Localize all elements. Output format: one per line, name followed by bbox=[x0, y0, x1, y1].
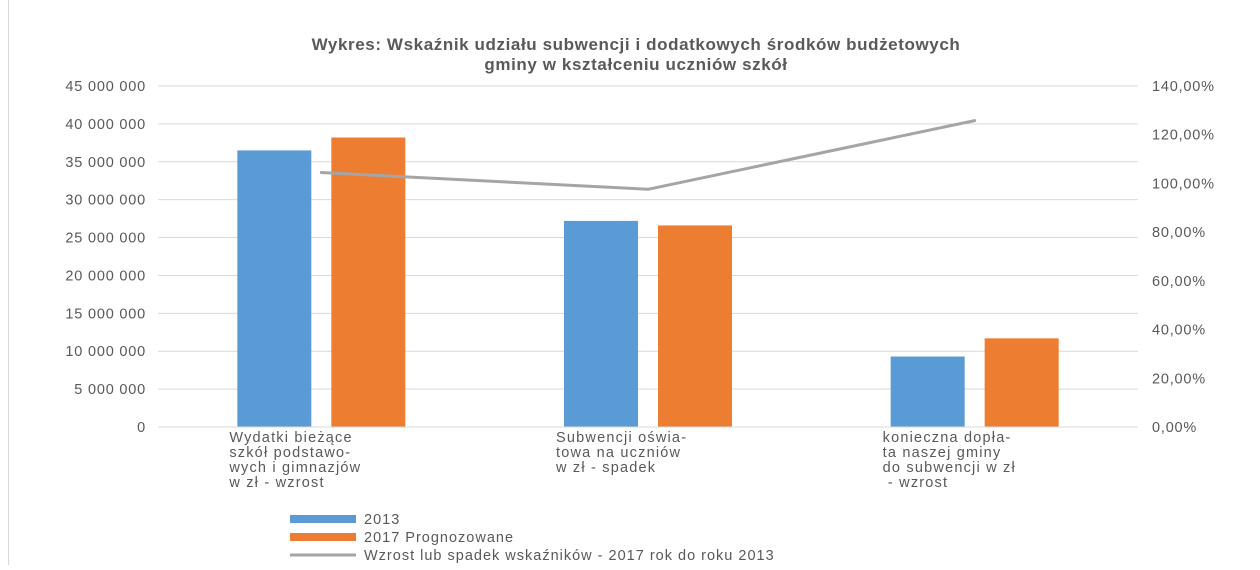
category-label-line: - wzrost bbox=[883, 475, 949, 491]
category-label-line: Wydatki bieżące bbox=[229, 430, 352, 446]
legend-swatch bbox=[290, 533, 356, 541]
bars bbox=[237, 137, 1059, 428]
left-tick-label: 5 000 000 bbox=[74, 382, 146, 398]
line-series bbox=[321, 119, 976, 191]
right-tick-label: 0,00% bbox=[1152, 420, 1197, 436]
bar-series-2 bbox=[658, 225, 732, 427]
right-tick-label: 100,00% bbox=[1152, 176, 1215, 192]
chart-title: Wykres: Wskaźnik udziału subwencji i dod… bbox=[312, 35, 961, 74]
right-tick-label: 140,00% bbox=[1152, 79, 1215, 95]
line-point bbox=[319, 170, 323, 174]
category-label: konieczna dopła-ta naszej gminy do subwen… bbox=[883, 430, 1016, 491]
category-label-line: w zł - spadek bbox=[555, 460, 656, 476]
legend-label: 2013 bbox=[364, 512, 400, 528]
category-label-line: Subwencji oświa- bbox=[556, 430, 687, 446]
right-tick-label: 80,00% bbox=[1152, 225, 1206, 241]
category-label-line: wych i gimnazjów bbox=[228, 460, 361, 476]
chart-title-line: gminy w kształceniu uczniów szkół bbox=[484, 55, 787, 74]
left-tick-label: 40 000 000 bbox=[65, 117, 146, 133]
bar-series-1 bbox=[237, 150, 312, 427]
chart-title-line: Wykres: Wskaźnik udziału subwencji i dod… bbox=[312, 35, 961, 54]
left-tick-label: 30 000 000 bbox=[65, 193, 146, 209]
category-label-line: towa na uczniów bbox=[556, 445, 681, 461]
category-label-line: konieczna dopła- bbox=[883, 430, 1012, 446]
category-label-line: ta naszej gminy bbox=[883, 445, 1002, 461]
bar-series-1 bbox=[890, 356, 965, 427]
line-point bbox=[973, 119, 977, 123]
left-tick-label: 0 bbox=[137, 420, 146, 436]
right-tick-label: 120,00% bbox=[1152, 128, 1215, 144]
category-label-line: w zł - wzrost bbox=[228, 475, 324, 491]
right-tick-label: 20,00% bbox=[1152, 371, 1206, 387]
category-label: Subwencji oświa-towa na uczniów w zł - sp… bbox=[555, 430, 687, 476]
legend-label: Wzrost lub spadek wskaźników - 2017 rok … bbox=[364, 548, 775, 564]
legend-label: 2017 Prognozowane bbox=[364, 530, 514, 546]
bar-series-1 bbox=[564, 220, 638, 427]
right-tick-label: 60,00% bbox=[1152, 274, 1206, 290]
left-tick-label: 20 000 000 bbox=[65, 268, 146, 284]
right-tick-label: 40,00% bbox=[1152, 323, 1206, 339]
frame-edge bbox=[8, 0, 9, 565]
growth-line bbox=[319, 119, 977, 191]
line-point bbox=[646, 187, 650, 191]
category-label: Wydatki bieżące szkół podstawo-wych i gim… bbox=[228, 430, 361, 491]
left-tick-label: 35 000 000 bbox=[65, 155, 146, 171]
gridlines bbox=[158, 85, 1138, 390]
left-tick-label: 15 000 000 bbox=[65, 306, 146, 322]
category-label-line: do subwencji w zł bbox=[883, 460, 1016, 476]
category-label-line: szkół podstawo- bbox=[229, 445, 351, 461]
bar-series-2 bbox=[331, 137, 406, 428]
axes: 0 5 000 000 10 000 000 15 000 000 20 000 000… bbox=[65, 79, 1214, 491]
bar-series-2 bbox=[984, 338, 1059, 427]
left-tick-label: 45 000 000 bbox=[65, 79, 146, 95]
left-tick-label: 25 000 000 bbox=[65, 231, 146, 247]
legend: 2013 2017 Prognozowane Wzrost lub spadek w… bbox=[290, 512, 775, 564]
left-tick-label: 10 000 000 bbox=[65, 344, 146, 360]
legend-swatch bbox=[290, 515, 356, 523]
